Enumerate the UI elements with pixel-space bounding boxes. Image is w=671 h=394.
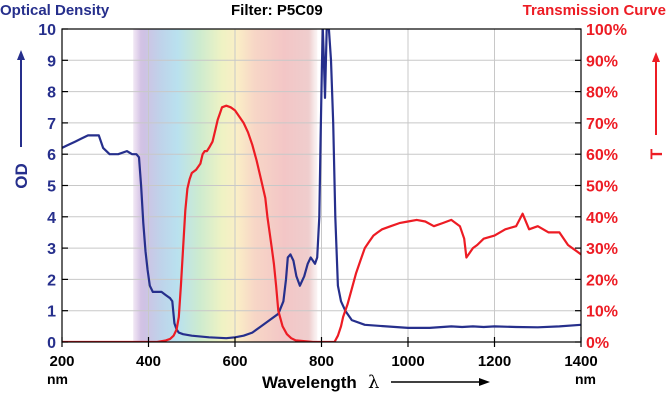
od-tick-label: 7 (47, 116, 56, 133)
transmission-tick-label: 30% (586, 241, 618, 258)
header-center-title: Filter: P5C09 (231, 2, 323, 19)
t-axis-arrowhead (652, 52, 660, 62)
x-tick-label: 600 (222, 353, 247, 370)
t-axis-label: T (647, 148, 666, 159)
od-curve (62, 29, 581, 340)
axis-ticks (61, 28, 582, 347)
transmission-curve (62, 104, 581, 342)
transmission-tick-label: 0% (586, 335, 609, 352)
transmission-tick-label: 10% (586, 304, 618, 321)
x-axis-label: Wavelength (262, 373, 357, 392)
od-tick-label: 1 (47, 304, 56, 321)
od-tick-label: 10 (38, 22, 56, 39)
header-right-title: Transmission Curve (523, 2, 666, 19)
x-unit-left: nm (47, 371, 68, 387)
left-axis-tick-labels: 0 1 2 3 4 5 6 7 8 9 10 (38, 22, 56, 352)
od-tick-label: 9 (47, 53, 56, 70)
transmission-tick-label: 40% (586, 210, 618, 227)
od-tick-label: 6 (47, 147, 56, 164)
transmission-tick-label: 100% (586, 22, 627, 39)
x-tick-label: 400 (136, 353, 161, 370)
x-tick-label: 1000 (391, 353, 424, 370)
x-axis-arrowhead (479, 378, 490, 386)
x-axis-lambda: λ (368, 372, 379, 393)
od-tick-label: 4 (47, 210, 56, 227)
transmission-tick-label: 50% (586, 179, 618, 196)
od-axis-arrowhead (17, 50, 25, 60)
transmission-tick-label: 80% (586, 85, 618, 102)
transmission-tick-label: 60% (586, 147, 618, 164)
transmission-tick-label: 90% (586, 53, 618, 70)
x-tick-label: 1400 (564, 353, 597, 370)
right-axis-tick-labels: 0% 10% 20% 30% 40% 50% 60% 70% 80% 90% 100% (586, 22, 627, 352)
transmission-tick-label: 20% (586, 272, 618, 289)
transmission-tick-label: 70% (586, 116, 618, 133)
od-tick-label: 0 (47, 335, 56, 352)
x-axis-tick-labels: 200 400 600 800 1000 1200 1400 (49, 353, 597, 370)
od-tick-label: 8 (47, 85, 56, 102)
od-axis-label: OD (12, 163, 31, 189)
header-left-title: Optical Density (0, 2, 110, 19)
x-tick-label: 1200 (478, 353, 511, 370)
x-tick-label: 800 (309, 353, 334, 370)
od-tick-label: 2 (47, 272, 56, 289)
x-tick-label: 200 (49, 353, 74, 370)
od-tick-label: 3 (47, 241, 56, 258)
data-series (62, 29, 581, 342)
x-unit-right: nm (575, 371, 596, 387)
od-tick-label: 5 (47, 179, 56, 196)
